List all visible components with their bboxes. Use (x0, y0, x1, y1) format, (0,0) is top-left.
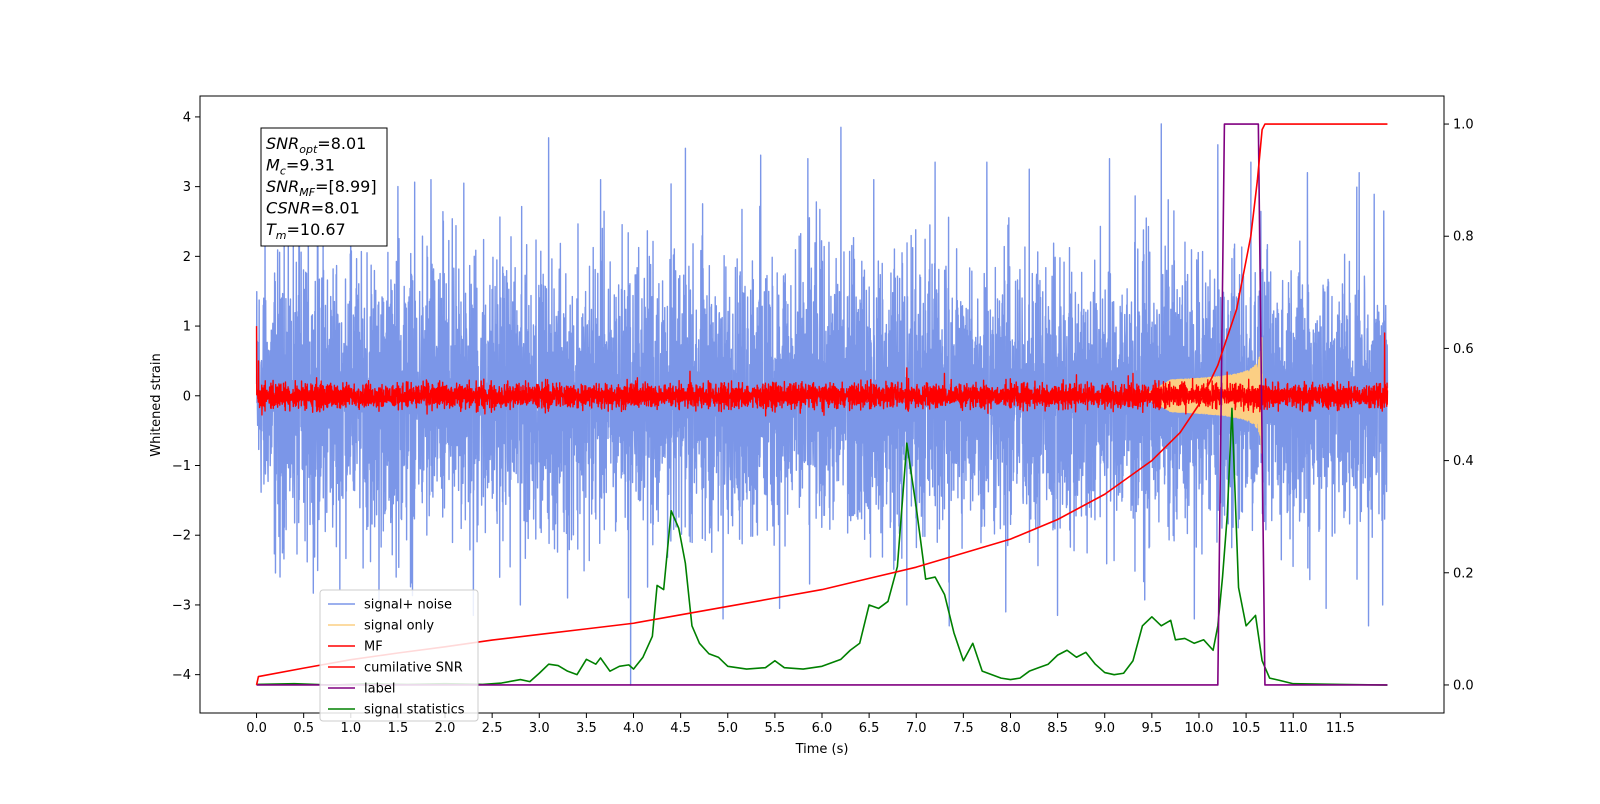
annotation-line: SNRopt=8.01 (266, 134, 366, 156)
x-tick-label: 7.5 (953, 721, 974, 736)
y2-tick-label: 0.8 (1453, 230, 1474, 245)
y2-tick-label: 0.4 (1453, 454, 1474, 469)
legend-label: MF (364, 640, 383, 655)
legend-label: cumilative SNR (364, 661, 463, 676)
y-axis-label: Whitened strain (149, 353, 164, 456)
y2-tick-label: 1.0 (1453, 118, 1474, 133)
series-signal-statistics (256, 407, 1388, 686)
series-label (256, 123, 1388, 686)
x-tick-label: 3.0 (529, 721, 550, 736)
y-tick-label: 2 (183, 250, 191, 265)
annotation-line: CSNR=8.01 (266, 199, 360, 218)
legend-label: signal only (364, 619, 434, 634)
y-tick-label: −3 (172, 598, 191, 613)
x-tick-label: 1.5 (388, 721, 409, 736)
y2-tick-label: 0.2 (1453, 566, 1474, 581)
x-tick-label: 3.5 (576, 721, 597, 736)
y2-tick-label: 0.6 (1453, 342, 1474, 357)
y-tick-label: 4 (183, 110, 191, 125)
x-tick-label: 4.5 (670, 721, 691, 736)
y-tick-label: 0 (183, 389, 191, 404)
x-tick-label: 5.5 (765, 721, 786, 736)
y-tick-label: 1 (183, 320, 191, 335)
x-tick-label: 4.0 (623, 721, 644, 736)
x-tick-label: 11.5 (1326, 721, 1355, 736)
legend: signal+ noise signal only MF cumilative SNR… (319, 589, 479, 722)
x-tick-label: 9.0 (1094, 721, 1115, 736)
legend-label: label (364, 682, 395, 697)
x-tick-label: 8.0 (1000, 721, 1021, 736)
x-tick-label: 0.5 (293, 721, 314, 736)
legend-label: signal statistics (364, 703, 465, 718)
x-tick-label: 9.5 (1142, 721, 1163, 736)
x-tick-label: 2.5 (482, 721, 503, 736)
x-tick-label: 10.0 (1184, 721, 1213, 736)
x-tick-label: 5.0 (717, 721, 738, 736)
series-signal-noise (255, 123, 1389, 686)
x-axis-label: Time (s) (795, 742, 849, 757)
series-mf (255, 326, 1389, 417)
x-tick-label: 2.0 (435, 721, 456, 736)
x-tick-label: 8.5 (1047, 721, 1068, 736)
x-tick-label: 0.0 (246, 721, 267, 736)
annotation-line: SNRMF=[8.99] (266, 177, 377, 199)
annotation-line: Mc=9.31 (266, 156, 335, 178)
y-tick-label: −4 (172, 668, 191, 683)
x-tick-label: 6.0 (812, 721, 833, 736)
legend-frame (319, 589, 479, 722)
x-tick-label: 10.5 (1232, 721, 1261, 736)
y-tick-label: −2 (172, 529, 191, 544)
axes-layer: 0.0 0.5 1.0 1.5 2.0 2.5 3.0 3.5 4.0 4.5 5.0 5.5 6.0 6… (172, 110, 1474, 736)
x-tick-label: 11.0 (1279, 721, 1308, 736)
legend-label: signal+ noise (364, 598, 452, 613)
annotation-frame (260, 127, 388, 247)
x-tick-label: 6.5 (859, 721, 880, 736)
y-tick-label: 3 (183, 180, 191, 195)
x-tick-label: 7.0 (906, 721, 927, 736)
y-tick-label: −1 (172, 459, 191, 474)
y2-tick-label: 0.0 (1453, 678, 1474, 693)
x-tick-label: 1.0 (340, 721, 361, 736)
annotation-line: Tm=10.67 (266, 220, 346, 242)
